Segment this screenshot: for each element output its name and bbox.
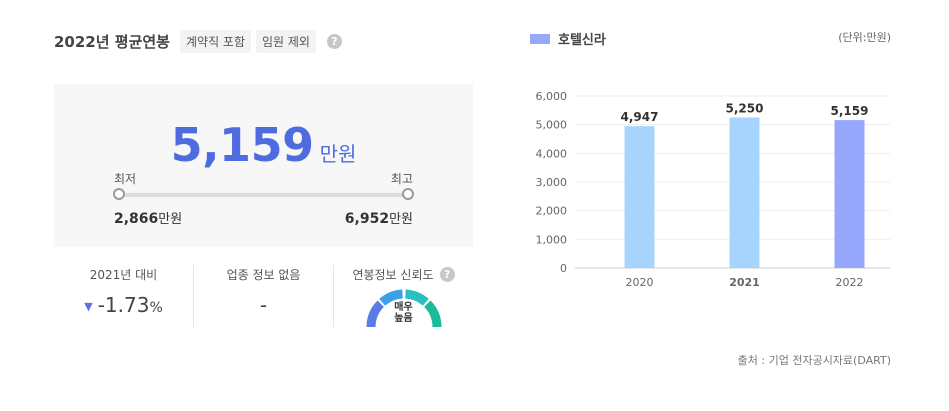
change-number: -1.73 xyxy=(97,293,150,317)
range-track xyxy=(118,193,409,197)
down-triangle-icon: ▼ xyxy=(84,300,93,313)
x-tick-label: 2020 xyxy=(626,276,654,289)
gauge-text-line1: 매우 xyxy=(394,302,413,313)
question-icon[interactable]: ? xyxy=(439,266,455,282)
gauge-text: 매우 높음 xyxy=(394,302,412,324)
unit-note: (단위:만원) xyxy=(838,31,891,44)
y-tick-label: 3,000 xyxy=(536,176,568,189)
average-salary-unit: 만원 xyxy=(319,142,357,166)
industry-label: 업종 정보 없음 xyxy=(226,267,301,282)
tag-contract: 계약직 포함 xyxy=(179,29,251,53)
stats-row: 2021년 대비 ▼ -1.73% 업종 정보 없음 - 연봉정보 신뢰도? 매우… xyxy=(54,265,473,327)
chart-legend: 호텔신라 xyxy=(530,29,606,48)
max-value-number: 6,952 xyxy=(344,211,390,227)
bar-value-label: 5,250 xyxy=(726,102,764,116)
min-label: 최저 xyxy=(114,172,137,186)
tag-executive: 임원 제외 xyxy=(256,29,316,53)
change-value: ▼ -1.73% xyxy=(54,293,193,317)
bar-value-label: 5,159 xyxy=(831,104,869,118)
min-value-number: 2,866 xyxy=(114,211,159,227)
change-label: 2021년 대비 xyxy=(89,267,158,282)
gauge-segment-3 xyxy=(404,289,429,306)
stat-reliability: 연봉정보 신뢰도? 매우 높음 xyxy=(333,265,473,327)
average-salary-value: 5,159 xyxy=(170,118,315,172)
stat-change: 2021년 대비 ▼ -1.73% xyxy=(54,265,193,327)
y-tick-label: 0 xyxy=(560,262,567,275)
source-note: 출처 : 기업 전자공시자료(DART) xyxy=(737,354,891,367)
y-tick-label: 2,000 xyxy=(536,205,568,218)
range-knob-min xyxy=(113,188,125,200)
salary-box: 5,159 만원 최저 최고 2,866만원 6,952만원 xyxy=(54,84,473,247)
bar-value-label: 4,947 xyxy=(621,110,659,124)
y-tick-label: 1,000 xyxy=(536,233,568,246)
max-value-unit: 만원 xyxy=(389,212,413,227)
legend-label: 호텔신라 xyxy=(558,33,606,48)
legend-swatch xyxy=(530,33,550,44)
y-tick-label: 6,000 xyxy=(536,90,568,103)
page-title: 2022년 평균연봉 xyxy=(54,32,170,51)
industry-value: - xyxy=(259,293,268,317)
gauge-text-line2: 높음 xyxy=(394,313,413,324)
stat-industry: 업종 정보 없음 - xyxy=(193,265,333,327)
y-tick-label: 5,000 xyxy=(536,119,568,132)
gauge-segment-1 xyxy=(366,300,384,327)
reliability-label: 연봉정보 신뢰도 xyxy=(352,267,434,282)
x-tick-label: 2021 xyxy=(729,276,760,289)
title-row: 2022년 평균연봉 계약직 포함 임원 제외 ? xyxy=(54,29,342,53)
question-icon[interactable]: ? xyxy=(326,33,342,49)
range-knob-max xyxy=(402,188,414,200)
min-value-unit: 만원 xyxy=(158,212,183,227)
gauge-segment-2 xyxy=(378,289,403,306)
bar xyxy=(729,117,760,268)
salary-bar-chart: 0 1,000 2,000 3,000 4,000 5,000 6,000 4,947 2020… xyxy=(536,90,890,289)
reliability-gauge xyxy=(366,289,441,327)
y-tick-label: 4,000 xyxy=(536,147,568,160)
bar xyxy=(624,126,655,268)
max-label: 최고 xyxy=(390,172,413,186)
min-value: 2,866만원 xyxy=(114,208,182,227)
gauge-segment-4 xyxy=(423,300,441,327)
x-tick-label: 2022 xyxy=(836,276,864,289)
change-suffix: % xyxy=(149,300,163,316)
bar xyxy=(834,120,865,268)
max-value: 6,952만원 xyxy=(345,208,413,227)
reliability-label-row: 연봉정보 신뢰도? xyxy=(334,265,473,283)
average-salary: 5,159 만원 xyxy=(54,118,473,172)
